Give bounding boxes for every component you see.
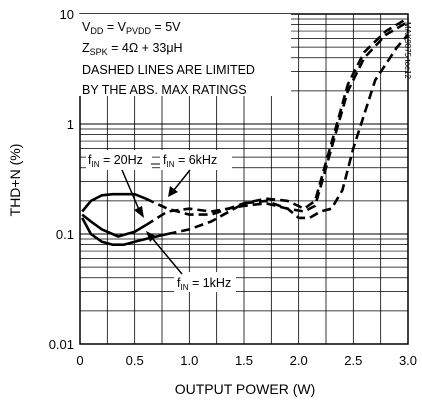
figure-code: MAX9875 toc12 — [403, 22, 412, 79]
label-1khz: fIN = 1kHz — [177, 276, 231, 292]
speaker-load-note: ZSPK = 4Ω + 33μH — [82, 41, 183, 57]
supply-voltage-note: VDD = VPVDD = 5V — [82, 20, 181, 36]
x-axis-title: OUTPUT POWER (W) — [175, 381, 316, 397]
label-20hz: fIN = 20Hz — [88, 153, 143, 169]
arrow-20hz-head — [134, 206, 144, 218]
series-line-solid-f-in-1khz — [81, 217, 168, 246]
dashed-lines-note-1: DASHED LINES ARE LIMITED — [82, 63, 255, 77]
series-line-solid-f-in-6khz — [81, 192, 147, 213]
y-tick-label: 10 — [60, 7, 74, 22]
arrow-1khz-line — [151, 237, 183, 275]
x-tick-label: 3.0 — [399, 353, 417, 368]
series-line-solid-f-in-20hz — [81, 213, 147, 238]
y-tick-label: 0.1 — [56, 227, 74, 242]
arrow-20hz-line — [121, 169, 141, 213]
label-6khz: fIN = 6kHz — [163, 153, 217, 169]
x-tick-label: 2.0 — [290, 353, 308, 368]
series-line-dashed-f-in-1khz — [167, 33, 409, 236]
arrow-1khz-head — [146, 231, 156, 242]
tick-labels: 0 0.5 1.0 1.5 2.0 2.5 3.0 0.01 0.1 1 10 — [49, 7, 417, 368]
series-line-dashed-f-in-6khz — [145, 16, 409, 216]
x-tick-label: 1.5 — [235, 353, 253, 368]
arrow-6khz-line — [173, 169, 191, 191]
x-tick-label: 0 — [76, 353, 83, 368]
x-tick-label: 0.5 — [126, 353, 144, 368]
y-tick-label: 0.01 — [49, 337, 74, 352]
dashed-lines-note-2: BY THE ABS. MAX RATINGS — [82, 83, 247, 97]
arrow-6khz-head — [168, 186, 178, 197]
x-tick-label: 1.0 — [180, 353, 198, 368]
y-axis-title: THD+N (%) — [7, 144, 23, 217]
data-curves — [81, 16, 409, 246]
x-tick-label: 2.5 — [344, 353, 362, 368]
annotations: VDD = VPVDD = 5V ZSPK = 4Ω + 33μH DASHED… — [79, 14, 412, 292]
y-tick-label: 1 — [67, 117, 74, 132]
